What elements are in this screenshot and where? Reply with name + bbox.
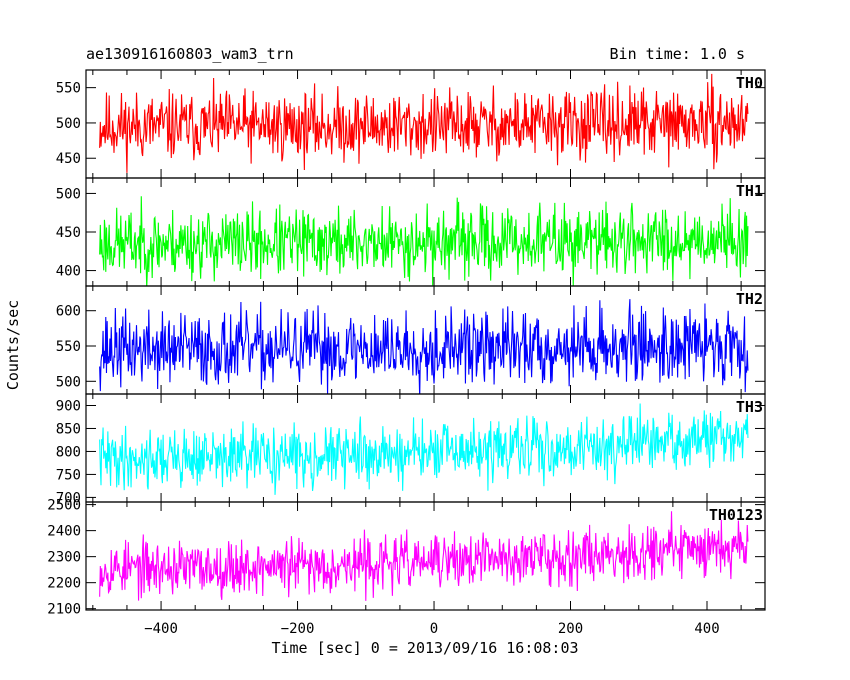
y-tick-label: 850 <box>56 421 81 437</box>
y-tick-label: 750 <box>56 467 81 483</box>
series-th0 <box>99 73 749 173</box>
panel-th0: 450 500 550 TH0 <box>56 69 766 179</box>
y-tick-label: 2300 <box>47 550 81 566</box>
panel-label-th1: TH1 <box>736 182 763 200</box>
panel-th2: 500 550 600 TH2 <box>56 285 766 395</box>
x-tick-label: 0 <box>430 621 438 637</box>
y-tick-label: 2100 <box>47 602 81 618</box>
chart-title-right: Bin time: 1.0 s <box>610 45 745 63</box>
y-tick-label: 2500 <box>47 498 81 514</box>
y-tick-label: 450 <box>56 151 81 167</box>
y-tick-label: 500 <box>56 374 81 390</box>
x-axis-label: Time [sec] 0 = 2013/09/16 16:08:03 <box>271 639 578 657</box>
series-th2 <box>99 299 749 394</box>
y-tick-label: 900 <box>56 398 81 414</box>
series-th0123 <box>99 511 749 601</box>
chart-title-left: ae130916160803_wam3_trn <box>86 45 294 63</box>
y-tick-label: 450 <box>56 225 81 241</box>
y-tick-label: 600 <box>56 304 81 320</box>
panel-label-th0: TH0 <box>736 74 763 92</box>
panel-label-th2: TH2 <box>736 290 763 308</box>
x-tick-label: −200 <box>281 621 315 637</box>
y-tick-label: 700 <box>56 490 81 506</box>
panel-label-th3: TH3 <box>736 398 763 416</box>
panel-label-th0123: TH0123 <box>709 506 763 524</box>
series-th1 <box>99 196 749 286</box>
y-tick-label: 800 <box>56 444 81 460</box>
panel-th3: 700 750 800 850 900 TH3 <box>56 393 766 506</box>
series-th3 <box>99 403 749 495</box>
y-tick-label: 500 <box>56 116 81 132</box>
y-tick-label: 400 <box>56 264 81 280</box>
x-tick-label: 400 <box>694 621 719 637</box>
panel-frame <box>85 501 766 611</box>
panel-th0123: 2100 2200 2300 2400 2500 TH0123 <box>47 498 766 618</box>
y-tick-label: 2200 <box>47 576 81 592</box>
y-tick-label: 550 <box>56 81 81 97</box>
x-tick-label: 200 <box>558 621 583 637</box>
y-tick-label: 500 <box>56 186 81 202</box>
x-tick-label: −400 <box>144 621 178 637</box>
y-tick-label: 2400 <box>47 524 81 540</box>
y-tick-label: 550 <box>56 339 81 355</box>
y-axis-label: Counts/sec <box>4 300 22 390</box>
panel-th1: 400 450 500 TH1 <box>56 177 766 287</box>
